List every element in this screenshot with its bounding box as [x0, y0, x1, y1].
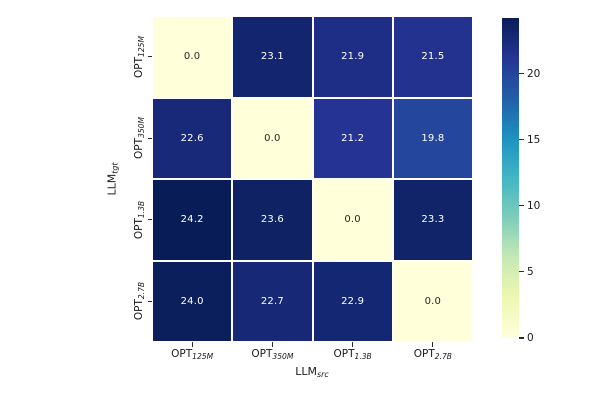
- colorbar-tick-label: 20: [527, 67, 541, 80]
- heatmap-cell: 22.7: [233, 261, 312, 341]
- cell-value: 0.0: [264, 132, 281, 144]
- colorbar-tick-label: 0: [527, 332, 534, 344]
- tick-label-subscript: 2.7B: [137, 282, 147, 300]
- cell-value: 0.0: [344, 214, 361, 226]
- cell-value: 21.2: [341, 132, 365, 144]
- cell-value: 24.0: [180, 295, 204, 307]
- colorbar-tick-label: 10: [527, 199, 541, 212]
- y-axis-label-text: LLMtgt: [105, 162, 120, 196]
- colorbar-tick: [519, 139, 524, 141]
- heatmap-cell: 0.0: [233, 98, 312, 178]
- heatmap-cell: 24.0: [153, 261, 232, 341]
- colorbar-tick-label: 15: [527, 133, 541, 146]
- heatmap-cell: 21.5: [393, 17, 472, 97]
- cell-value: 22.9: [341, 295, 365, 307]
- colorbar-tick: [519, 72, 524, 75]
- heatmap-cell: 19.8: [393, 98, 472, 178]
- heatmap-cell: 21.2: [313, 98, 392, 178]
- tick-label-subscript: 1.3B: [137, 200, 147, 218]
- cell-value: 23.6: [260, 214, 284, 226]
- tick-label-subscript: 125M: [137, 35, 147, 57]
- heatmap-cell: 23.3: [393, 180, 472, 260]
- heatmap-cell: 0.0: [393, 261, 472, 341]
- y-axis-tick: [147, 137, 152, 139]
- y-axis-tick: [147, 219, 152, 221]
- heatmap-cell: 0.0: [313, 180, 392, 260]
- cell-value: 0.0: [183, 51, 201, 63]
- colorbar-tick: [519, 337, 524, 339]
- x-axis-label-subscript: src: [317, 370, 329, 380]
- colorbar: [502, 18, 519, 338]
- cell-value: 23.1: [260, 51, 284, 63]
- x-axis-tick: [432, 342, 434, 347]
- x-tick-label: OPT1.3B: [333, 348, 372, 362]
- cell-value: 23.3: [421, 214, 445, 226]
- y-axis-label-subscript: tgt: [110, 162, 120, 174]
- x-axis-label: LLMsrc: [295, 365, 329, 380]
- tick-label-subscript: 350M: [137, 117, 147, 139]
- cell-value: 22.7: [260, 295, 284, 307]
- heatmap-cell: 24.2: [153, 180, 232, 260]
- cell-value: 24.2: [180, 214, 204, 226]
- tick-label-subscript: 350M: [272, 352, 294, 362]
- cell-value: 19.8: [421, 132, 445, 144]
- tick-label-subscript: 125M: [192, 352, 214, 362]
- x-axis-tick: [191, 342, 193, 347]
- heatmap-grid: 0.0 23.1 21.9 21.5 22.6 0.0 21.2 19.8 24.2 23.6 0.…: [153, 17, 472, 341]
- cell-value: 22.6: [180, 132, 204, 144]
- heatmap-cell: 0.0: [153, 17, 232, 97]
- heatmap-cell: 23.1: [233, 17, 312, 97]
- x-axis-tick: [271, 342, 273, 347]
- x-tick-label: OPT350M: [251, 348, 294, 362]
- y-axis-tick: [147, 56, 152, 58]
- cell-value: 21.5: [421, 51, 445, 63]
- x-tick-label: OPT125M: [171, 348, 214, 362]
- heatmap-cell: 21.9: [313, 17, 392, 97]
- colorbar-tick-label: 5: [527, 265, 534, 278]
- heatmap-cell: 23.6: [233, 180, 312, 260]
- x-tick-label: OPT2.7B: [413, 348, 452, 362]
- y-axis-tick: [147, 300, 152, 302]
- heatmap-cell: 22.9: [313, 261, 392, 341]
- cell-value: 21.9: [341, 51, 365, 63]
- colorbar-tick: [519, 205, 524, 207]
- heatmap-cell: 22.6: [153, 98, 232, 178]
- cell-value: 0.0: [424, 295, 442, 307]
- x-axis-tick: [352, 342, 354, 347]
- tick-label-subscript: 2.7B: [434, 352, 452, 362]
- tick-label-subscript: 1.3B: [354, 352, 372, 362]
- colorbar-tick: [519, 271, 524, 273]
